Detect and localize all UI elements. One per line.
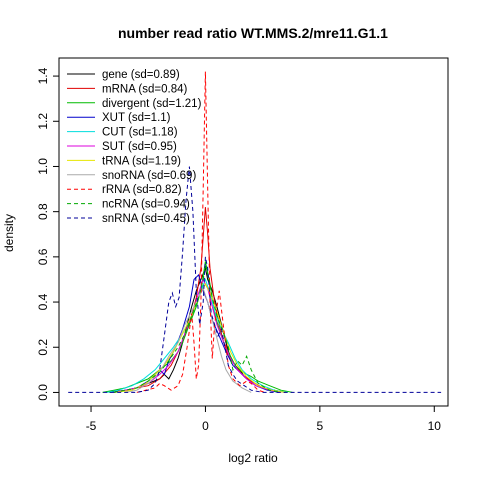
legend-entry: snRNA (sd=0.45) (102, 213, 190, 225)
x-tick-label: 10 (428, 419, 442, 433)
series-lines (68, 71, 442, 393)
y-tick-label: 0.2 (36, 339, 50, 356)
x-tick-label: -5 (86, 419, 97, 433)
legend-entry: tRNA (sd=1.19) (102, 155, 181, 167)
legend-entry: SUT (sd=0.95) (102, 141, 177, 153)
legend: gene (sd=0.89) mRNA (sd=0.84) divergent (s… (67, 69, 202, 225)
y-tick-label: 0.8 (36, 203, 50, 220)
legend-entry: CUT (sd=1.18) (102, 127, 178, 139)
legend-entry: gene (sd=0.89) (102, 69, 180, 81)
legend-entry: snoRNA (sd=0.69) (102, 170, 196, 182)
chart-title: number read ratio WT.MMS.2/mre11.G1.1 (118, 25, 388, 41)
legend-entry: ncRNA (sd=0.94) (102, 199, 190, 211)
legend-entry: divergent (sd=1.21) (102, 98, 202, 110)
y-tick-label: 0.6 (36, 248, 50, 265)
x-axis: -5 0 5 10 (86, 406, 442, 433)
series-line (113, 282, 286, 393)
x-tick-label: 5 (317, 419, 324, 433)
series-line (102, 261, 293, 393)
y-axis: 0.0 0.2 0.4 0.6 0.8 1.0 1.2 1.4 (36, 67, 59, 401)
legend-entry: XUT (sd=1.1) (102, 112, 171, 124)
y-axis-label: density (2, 214, 16, 252)
series-line (113, 265, 282, 393)
plot-frame (58, 57, 449, 407)
x-axis-label: log2 ratio (228, 451, 278, 465)
legend-entry: mRNA (sd=0.84) (102, 83, 187, 95)
y-tick-label: 0.4 (36, 293, 50, 310)
series-line (107, 278, 288, 393)
y-tick-label: 1.4 (36, 67, 50, 84)
series-line (136, 71, 266, 393)
legend-entry: rRNA (sd=0.82) (102, 184, 182, 196)
y-tick-label: 1.0 (36, 158, 50, 175)
y-tick-label: 0.0 (36, 384, 50, 401)
y-tick-label: 1.2 (36, 113, 50, 130)
x-tick-label: 0 (202, 419, 209, 433)
